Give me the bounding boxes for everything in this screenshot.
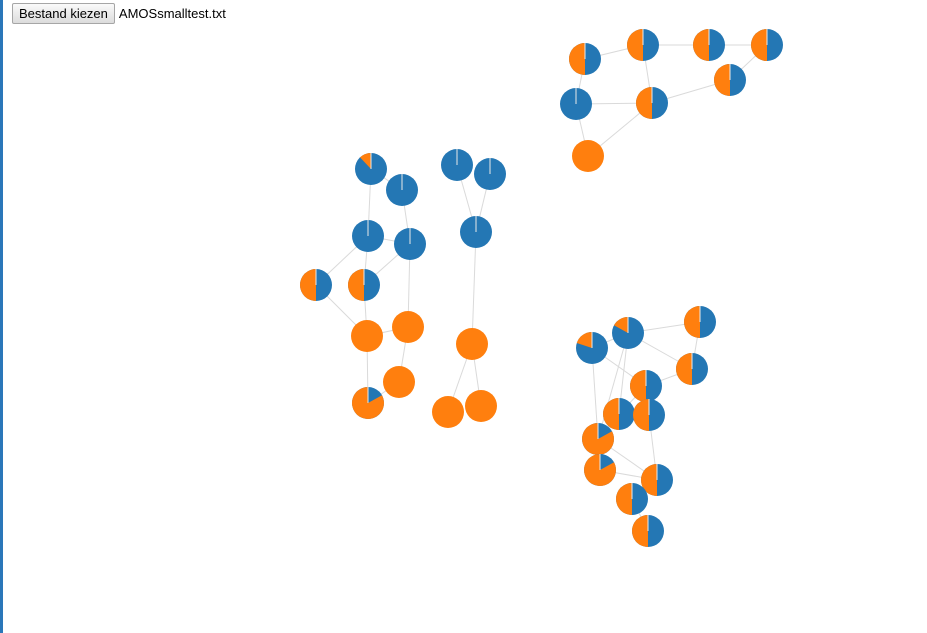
pie-node[interactable] bbox=[456, 328, 488, 360]
pie-node-slice bbox=[569, 43, 585, 75]
pie-node-slice bbox=[684, 306, 700, 338]
pie-node[interactable] bbox=[569, 43, 601, 75]
pie-node[interactable] bbox=[383, 366, 415, 398]
pie-node-base bbox=[432, 396, 464, 428]
pie-node-base bbox=[572, 140, 604, 172]
pie-node[interactable] bbox=[560, 88, 592, 120]
pie-node-slice bbox=[636, 87, 652, 119]
pie-node[interactable] bbox=[394, 228, 426, 260]
pie-node[interactable] bbox=[636, 87, 668, 119]
pie-node[interactable] bbox=[684, 306, 716, 338]
pie-node[interactable] bbox=[584, 454, 616, 487]
pie-node[interactable] bbox=[386, 174, 418, 206]
choose-file-button[interactable]: Bestand kiezen bbox=[12, 3, 115, 24]
pie-node-base bbox=[392, 311, 424, 343]
pie-node-slice bbox=[641, 464, 657, 496]
pie-node-base bbox=[456, 328, 488, 360]
pie-node-base bbox=[351, 320, 383, 352]
pie-node-slice bbox=[751, 29, 767, 61]
pie-node[interactable] bbox=[465, 390, 497, 422]
pie-node-slice bbox=[616, 483, 632, 515]
pie-node[interactable] bbox=[432, 396, 464, 428]
pie-node[interactable] bbox=[641, 464, 673, 496]
pie-node[interactable] bbox=[441, 149, 473, 181]
pie-node[interactable] bbox=[627, 29, 659, 61]
pie-node-slice bbox=[300, 269, 316, 301]
pie-node[interactable] bbox=[300, 269, 332, 301]
pie-node-slice bbox=[676, 353, 692, 385]
pie-node[interactable] bbox=[633, 399, 665, 431]
pie-node[interactable] bbox=[582, 423, 614, 455]
pie-node-slice bbox=[693, 29, 709, 61]
pie-node[interactable] bbox=[352, 387, 384, 419]
pie-node[interactable] bbox=[352, 220, 384, 252]
pie-node[interactable] bbox=[603, 398, 635, 430]
pie-node[interactable] bbox=[632, 515, 664, 547]
pie-node-base bbox=[465, 390, 497, 422]
pie-node[interactable] bbox=[714, 64, 746, 96]
graph-link bbox=[597, 332, 629, 440]
pie-node[interactable] bbox=[348, 269, 380, 301]
pie-node-slice bbox=[613, 317, 628, 333]
pie-node[interactable] bbox=[676, 353, 708, 385]
pie-node-slice bbox=[603, 398, 619, 430]
selected-file-name: AMOSsmalltest.txt bbox=[118, 6, 226, 21]
pie-node[interactable] bbox=[355, 153, 387, 185]
file-picker: Bestand kiezen AMOSsmalltest.txt bbox=[12, 3, 226, 24]
pie-node[interactable] bbox=[612, 317, 644, 349]
pie-node[interactable] bbox=[630, 370, 662, 402]
pie-node-base bbox=[383, 366, 415, 398]
graph-nodes bbox=[300, 29, 783, 547]
pie-node-slice bbox=[714, 64, 730, 96]
pie-node[interactable] bbox=[693, 29, 725, 61]
pie-node[interactable] bbox=[351, 320, 383, 352]
pie-node-slice bbox=[360, 153, 371, 169]
pie-node-slice bbox=[627, 29, 643, 61]
pie-node[interactable] bbox=[751, 29, 783, 61]
pie-node-slice bbox=[633, 399, 649, 431]
graph-link bbox=[471, 231, 477, 345]
pie-node[interactable] bbox=[460, 216, 492, 248]
pie-node-slice bbox=[348, 269, 364, 301]
pie-node-slice bbox=[632, 515, 648, 547]
pie-node[interactable] bbox=[616, 483, 648, 515]
graph-links bbox=[315, 44, 768, 532]
pie-node[interactable] bbox=[572, 140, 604, 172]
pie-node[interactable] bbox=[474, 158, 506, 190]
pie-node-slice bbox=[630, 370, 646, 402]
pie-node-slice bbox=[576, 332, 592, 348]
pie-node[interactable] bbox=[576, 332, 608, 364]
left-border bbox=[0, 0, 3, 633]
pie-node[interactable] bbox=[392, 311, 424, 343]
